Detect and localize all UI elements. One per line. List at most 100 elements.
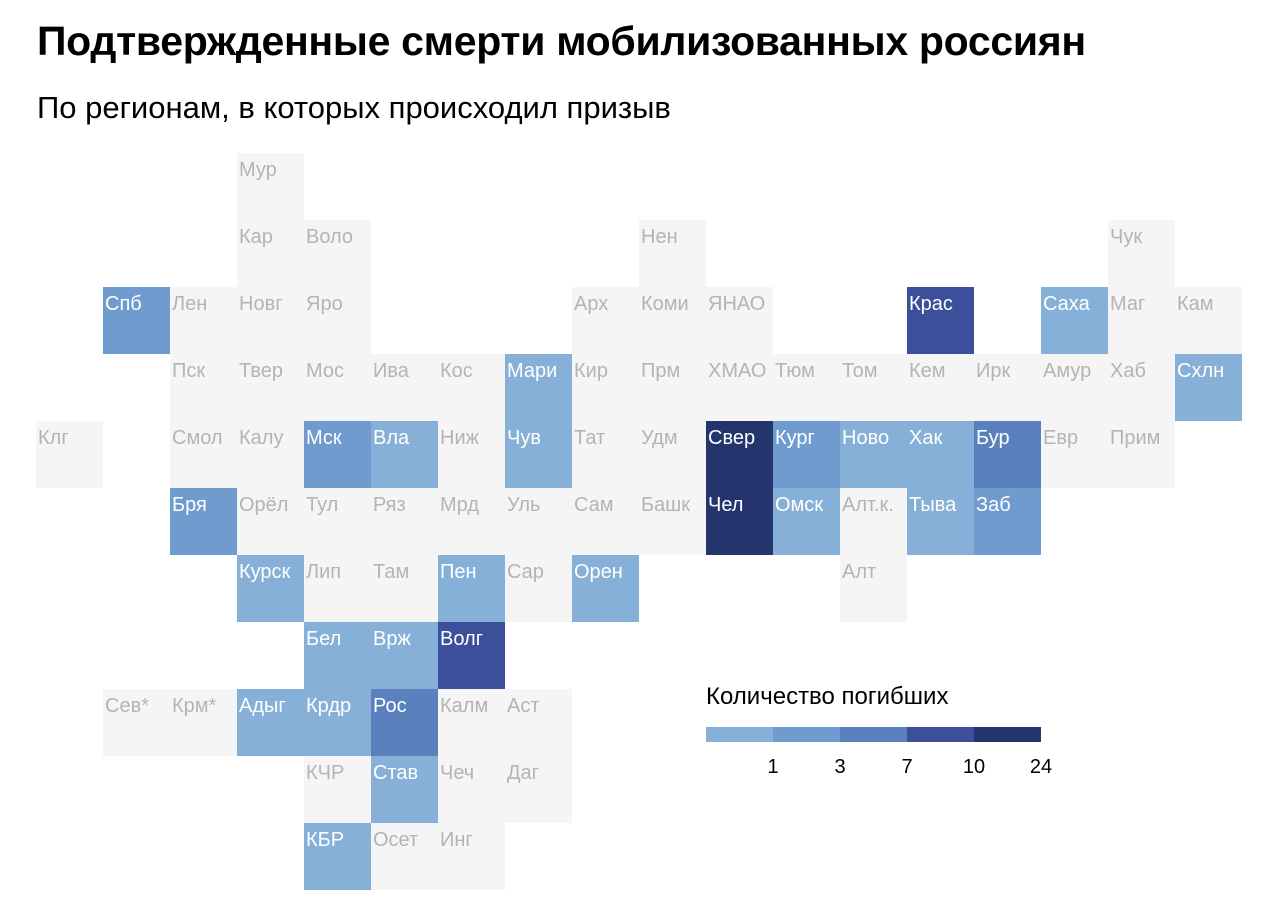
region-tile: Там bbox=[371, 555, 438, 622]
region-tile: ЯНАО bbox=[706, 287, 773, 354]
region-tile: ХМАО bbox=[706, 354, 773, 421]
region-tile: Амур bbox=[1041, 354, 1108, 421]
region-tile: Даг bbox=[505, 756, 572, 823]
legend-swatch bbox=[773, 727, 840, 742]
region-tile: Чув bbox=[505, 421, 572, 488]
region-tile: Ниж bbox=[438, 421, 505, 488]
region-tile: Алт.к. bbox=[840, 488, 907, 555]
region-tile: Вла bbox=[371, 421, 438, 488]
region-tile: Врж bbox=[371, 622, 438, 689]
region-tile: Адыг bbox=[237, 689, 304, 756]
region-tile: Кам bbox=[1175, 287, 1242, 354]
region-tile: Кар bbox=[237, 220, 304, 287]
region-tile: Уль bbox=[505, 488, 572, 555]
chart-title: Подтвержденные смерти мобилизованных рос… bbox=[37, 18, 1086, 64]
region-tile: Свер bbox=[706, 421, 773, 488]
region-tile: Новг bbox=[237, 287, 304, 354]
region-tile: Чел bbox=[706, 488, 773, 555]
region-tile: Кос bbox=[438, 354, 505, 421]
region-tile: Мос bbox=[304, 354, 371, 421]
region-tile: Осет bbox=[371, 823, 438, 890]
region-tile: Хаб bbox=[1108, 354, 1175, 421]
region-tile: Сев* bbox=[103, 689, 170, 756]
region-tile: Кем bbox=[907, 354, 974, 421]
region-tile: Ряз bbox=[371, 488, 438, 555]
region-tile: Арх bbox=[572, 287, 639, 354]
region-tile: Ново bbox=[840, 421, 907, 488]
region-tile: Тыва bbox=[907, 488, 974, 555]
region-tile: КЧР bbox=[304, 756, 371, 823]
region-tile: Ива bbox=[371, 354, 438, 421]
region-tile: Чук bbox=[1108, 220, 1175, 287]
legend-tick-label: 24 bbox=[1029, 756, 1053, 778]
region-tile: Крм* bbox=[170, 689, 237, 756]
legend-swatch bbox=[706, 727, 773, 742]
region-tile: Саха bbox=[1041, 287, 1108, 354]
legend-tick-label: 3 bbox=[834, 756, 846, 778]
region-tile: Спб bbox=[103, 287, 170, 354]
region-tile: Бур bbox=[974, 421, 1041, 488]
legend-swatch bbox=[974, 727, 1041, 742]
region-tile: Удм bbox=[639, 421, 706, 488]
legend-tick-label: 10 bbox=[962, 756, 986, 778]
region-tile: Схлн bbox=[1175, 354, 1242, 421]
region-tile: Бел bbox=[304, 622, 371, 689]
region-tile: Пен bbox=[438, 555, 505, 622]
region-tile: Рос bbox=[371, 689, 438, 756]
region-tile: Яро bbox=[304, 287, 371, 354]
region-tile: Аст bbox=[505, 689, 572, 756]
region-tile: Крдр bbox=[304, 689, 371, 756]
region-tile: Тат bbox=[572, 421, 639, 488]
region-tile: Воло bbox=[304, 220, 371, 287]
legend-swatch bbox=[840, 727, 907, 742]
region-tile: Тул bbox=[304, 488, 371, 555]
region-tile: Клг bbox=[36, 421, 103, 488]
region-tile: Кир bbox=[572, 354, 639, 421]
region-tile: Мур bbox=[237, 153, 304, 220]
region-tile: Мари bbox=[505, 354, 572, 421]
region-tile: КБР bbox=[304, 823, 371, 890]
region-tile: Сам bbox=[572, 488, 639, 555]
region-tile: Тюм bbox=[773, 354, 840, 421]
region-tile: Маг bbox=[1108, 287, 1175, 354]
chart-subtitle: По регионам, в которых происходил призыв bbox=[37, 90, 671, 125]
region-tile: Лен bbox=[170, 287, 237, 354]
legend-title: Количество погибших bbox=[706, 683, 949, 710]
region-tile: Пск bbox=[170, 354, 237, 421]
region-tile: Бря bbox=[170, 488, 237, 555]
region-tile: Смол bbox=[170, 421, 237, 488]
region-tile: Ирк bbox=[974, 354, 1041, 421]
region-tile: Кург bbox=[773, 421, 840, 488]
region-tile: Мск bbox=[304, 421, 371, 488]
region-tile: Прим bbox=[1108, 421, 1175, 488]
region-tile: Орёл bbox=[237, 488, 304, 555]
region-tile: Заб bbox=[974, 488, 1041, 555]
region-tile: Став bbox=[371, 756, 438, 823]
region-tile: Калу bbox=[237, 421, 304, 488]
legend-tick-label: 7 bbox=[901, 756, 913, 778]
legend-tick-label: 1 bbox=[767, 756, 779, 778]
region-tile: Нен bbox=[639, 220, 706, 287]
region-tile: Твер bbox=[237, 354, 304, 421]
region-tile: Крас bbox=[907, 287, 974, 354]
legend-color-bar bbox=[706, 727, 1041, 742]
region-tile: Хак bbox=[907, 421, 974, 488]
region-tile: Волг bbox=[438, 622, 505, 689]
region-tile: Курск bbox=[237, 555, 304, 622]
region-tile: Орен bbox=[572, 555, 639, 622]
legend-swatch bbox=[907, 727, 974, 742]
region-tile: Инг bbox=[438, 823, 505, 890]
region-tile: Коми bbox=[639, 287, 706, 354]
region-tile: Том bbox=[840, 354, 907, 421]
region-tile: Прм bbox=[639, 354, 706, 421]
region-tile: Чеч bbox=[438, 756, 505, 823]
region-tile: Сар bbox=[505, 555, 572, 622]
region-tile: Омск bbox=[773, 488, 840, 555]
region-tile: Мрд bbox=[438, 488, 505, 555]
region-tile: Башк bbox=[639, 488, 706, 555]
region-tile: Алт bbox=[840, 555, 907, 622]
region-tile: Евр bbox=[1041, 421, 1108, 488]
region-tile: Лип bbox=[304, 555, 371, 622]
region-tile: Калм bbox=[438, 689, 505, 756]
